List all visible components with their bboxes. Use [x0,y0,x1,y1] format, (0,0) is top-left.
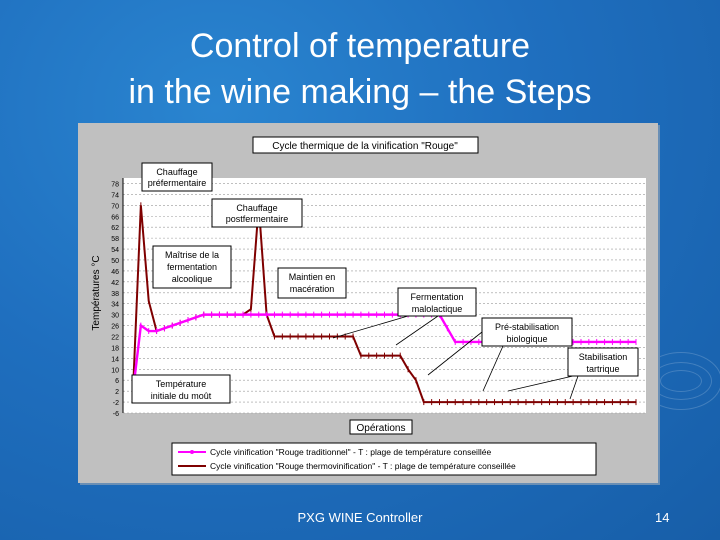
x-axis-label: Opérations [357,423,406,434]
legend-label-0: Cycle vinification "Rouge traditionnel" … [210,447,491,457]
annotation-6-l1: Stabilisation [579,352,628,362]
annotation-7-l2: initiale du moût [151,391,212,401]
annotation-1-l2: postfermentaire [226,214,289,224]
legend-label-1: Cycle vinification "Rouge thermovinifica… [210,461,516,471]
slide-title-line2: in the wine making – the Steps [128,73,592,111]
annotation-box-1 [211,198,303,228]
y-tick-label: 14 [111,356,119,363]
annotation-3-l1: Maintien en [289,272,336,282]
y-tick-label: 22 [111,334,119,341]
y-tick-label: 42 [111,280,119,287]
legend-box [171,442,597,476]
y-tick-label: 74 [111,192,119,199]
annotation-box-6 [567,347,639,377]
slide-title-line1: Control of temperature [189,27,531,65]
y-tick-label: -2 [113,400,119,407]
y-tick-label: 66 [111,214,119,221]
annotation-7-l1: Température [156,379,207,389]
annotation-box-0 [141,162,213,192]
temperature-chart: 78747066625854504642383430262218141062-2… [78,123,658,483]
y-tick-label: 2 [115,389,119,396]
plot-area [123,178,646,413]
annotation-2-l2: fermentation [167,262,217,272]
y-tick-label: 10 [111,367,119,374]
y-tick-label: 30 [111,313,119,320]
y-tick-label: 78 [111,181,119,188]
annotation-box-2 [152,245,232,289]
y-tick-label: 6 [115,378,119,385]
footer-text: PXG WINE Controller [297,510,423,525]
chart-title-box [252,136,479,154]
y-tick-label: 50 [111,258,119,265]
y-tick-label: 58 [111,236,119,243]
annotation-0-l1: Chauffage [156,167,197,177]
y-tick-label: 70 [111,203,119,210]
annotation-box-5 [481,317,573,347]
annotation-arrows [332,315,579,400]
y-tick-label: -6 [113,411,119,418]
annotation-box-4 [397,287,477,317]
y-tick-label: 46 [111,269,119,276]
annotation-2-l1: Maîtrise de la [165,250,219,260]
y-tick-labels: 78747066625854504642383430262218141062-2… [111,181,119,418]
annotation-4-l2: malolactique [412,304,463,314]
y-tick-label: 62 [111,225,119,232]
y-tick-label: 38 [111,291,119,298]
y-axis-label: Températures °C [91,255,102,330]
annotation-6-l2: tartrique [586,364,619,374]
y-tick-label: 26 [111,324,119,331]
y-tick-label: 18 [111,345,119,352]
annotation-4-l1: Fermentation [410,292,463,302]
annotation-box-3 [277,267,347,299]
annotation-3-l2: macération [290,284,335,294]
annotation-5-l1: Pré-stabilisation [495,322,559,332]
y-tick-label: 54 [111,247,119,254]
annotation-0-l2: préfermentaire [148,178,207,188]
annotation-1-l1: Chauffage [236,203,277,213]
annotation-5-l2: biologique [506,334,547,344]
legend-marker-0 [190,450,194,454]
chart-title: Cycle thermique de la vinification "Roug… [272,141,458,152]
y-tick-label: 34 [111,302,119,309]
x-axis-label-box [349,419,413,435]
annotation-2-l3: alcoolique [172,274,213,284]
annotation-box-7 [131,374,231,404]
page-number: 14 [655,510,670,525]
chart-panel: 78 74 70 66 62 58 54 50 46 42 38 34 30 26 22 18 14 10 6 2 -2… [78,123,658,483]
